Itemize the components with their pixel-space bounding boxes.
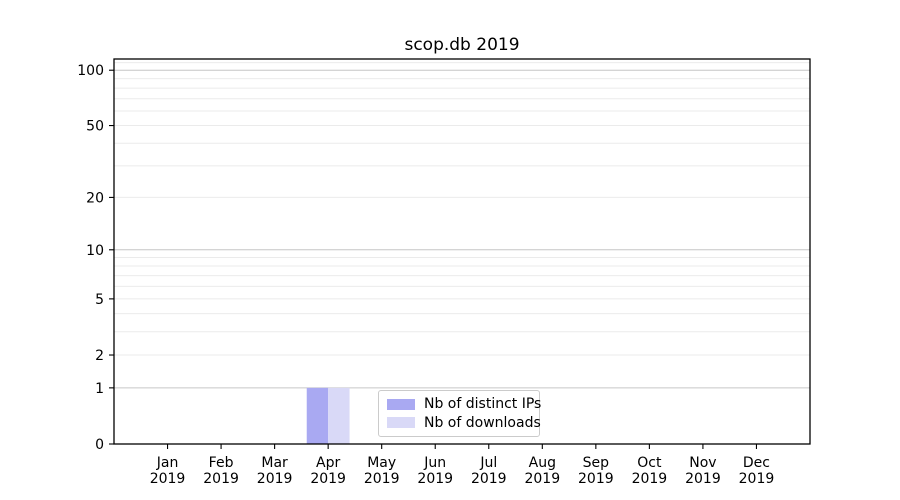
x-tick-label-month-mar: Mar [261, 455, 288, 471]
x-tick-label-year-oct: 2019 [632, 471, 668, 487]
x-tick-label-year-jul: 2019 [471, 471, 507, 487]
plot-border [113, 58, 811, 445]
legend: Nb of distinct IPs Nb of downloads [378, 390, 541, 437]
legend-entry-downloads: Nb of downloads [387, 415, 541, 431]
x-tick-label-month-feb: Feb [209, 455, 234, 471]
x-tick-label-month-apr: Apr [316, 455, 340, 471]
y-tick-label-10: 10 [86, 243, 104, 259]
x-tick-label-month-jun: Jun [423, 455, 446, 471]
legend-label-downloads: Nb of downloads [424, 414, 541, 431]
x-tick-label-month-nov: Nov [689, 455, 716, 471]
y-tick-label-2: 2 [95, 348, 104, 364]
y-tick-label-20: 20 [86, 190, 104, 206]
bar-nb-of-distinct-ips-apr [306, 387, 329, 444]
y-tick-label-1: 1 [95, 381, 104, 397]
x-tick-label-year-apr: 2019 [310, 471, 346, 487]
x-tick-label-year-may: 2019 [364, 471, 400, 487]
x-tick-label-month-oct: Oct [637, 455, 662, 471]
legend-label-distinct-ips: Nb of distinct IPs [424, 396, 542, 413]
y-tick-label-0: 0 [95, 437, 104, 453]
x-tick-label-month-dec: Dec [743, 455, 770, 471]
x-tick-label-month-jan: Jan [156, 455, 179, 471]
x-tick-label-month-jul: Jul [479, 455, 497, 471]
bar-nb-of-downloads-apr [328, 387, 350, 444]
x-tick-label-year-nov: 2019 [685, 471, 721, 487]
chart-title: scop.db 2019 [404, 35, 520, 55]
legend-swatch-distinct-ips [387, 398, 415, 410]
x-tick-label-year-dec: 2019 [739, 471, 775, 487]
x-tick-label-month-aug: Aug [529, 455, 556, 471]
y-tick-label-50: 50 [86, 119, 104, 135]
y-tick-label-5: 5 [95, 292, 104, 308]
legend-entry-distinct-ips: Nb of distinct IPs [387, 396, 541, 412]
y-tick-label-100: 100 [77, 63, 104, 79]
x-tick-label-year-jan: 2019 [150, 471, 186, 487]
legend-swatch-downloads [387, 417, 415, 429]
x-tick-label-month-sep: Sep [583, 455, 610, 471]
x-tick-label-year-sep: 2019 [578, 471, 614, 487]
x-tick-label-year-jun: 2019 [417, 471, 453, 487]
x-tick-label-month-may: May [367, 455, 396, 471]
x-tick-label-year-feb: 2019 [203, 471, 239, 487]
x-tick-label-year-mar: 2019 [257, 471, 293, 487]
x-tick-label-year-aug: 2019 [524, 471, 560, 487]
